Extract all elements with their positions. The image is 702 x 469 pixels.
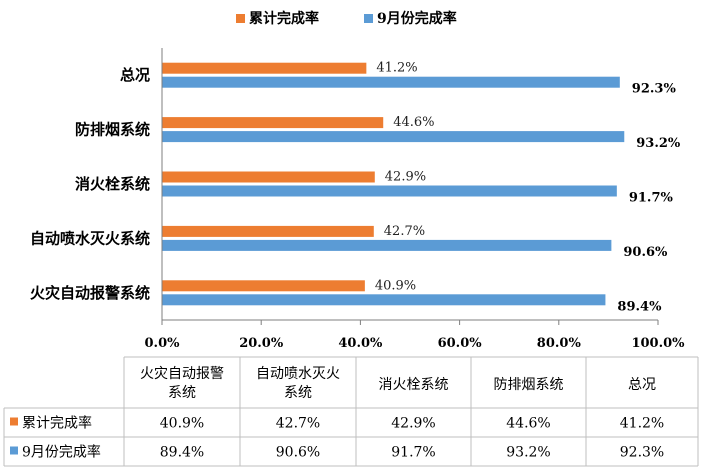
bar-1-0	[162, 76, 620, 88]
bar-0-2	[162, 171, 375, 183]
table-row-swatch-0	[10, 417, 18, 426]
data-label-1-3: 90.6%	[623, 245, 668, 260]
table-cell-1-4: 92.3%	[620, 445, 664, 461]
table-row-swatch-1	[10, 446, 18, 455]
legend-swatch-1	[364, 14, 373, 23]
data-label-0-0: 41.2%	[376, 61, 417, 76]
bar-1-4	[162, 294, 606, 306]
data-label-1-0: 92.3%	[632, 82, 677, 97]
data-label-0-3: 42.7%	[384, 224, 425, 239]
table-cell-0-0: 40.9%	[160, 416, 204, 432]
table-header-1: 自动喷水灭火系统	[256, 366, 340, 401]
table-cell-1-3: 93.2%	[506, 445, 550, 461]
legend: 累计完成率 9月份完成率	[236, 10, 457, 27]
bar-0-3	[162, 225, 374, 237]
table-row-label-0: 累计完成率	[22, 415, 92, 432]
x-tick-label-5: 100.0%	[631, 336, 685, 351]
category-label-4: 火灾自动报警系统	[30, 284, 150, 302]
data-label-1-1: 93.2%	[636, 136, 681, 151]
table-cell-0-3: 44.6%	[506, 416, 550, 432]
bar-0-1	[162, 117, 384, 129]
legend-label-0: 累计完成率	[249, 10, 319, 27]
data-label-0-2: 42.9%	[385, 170, 426, 185]
category-label-3: 自动喷水灭火系统	[30, 229, 150, 247]
bar-0-4	[162, 280, 365, 292]
table-header-0: 火灾自动报警系统	[140, 365, 224, 401]
table-cell-1-1: 90.6%	[276, 445, 320, 461]
legend-swatch-0	[236, 14, 245, 23]
table-header-4: 总况	[628, 377, 656, 393]
category-label-2: 消火栓系统	[75, 175, 150, 193]
table-cell-0-1: 42.7%	[276, 416, 320, 432]
x-tick-label-4: 80.0%	[537, 336, 582, 351]
bar-0-0	[162, 62, 367, 74]
table-cell-1-0: 89.4%	[160, 445, 204, 461]
category-label-0: 总况	[120, 66, 150, 84]
table-cell-1-2: 91.7%	[391, 445, 435, 461]
table-header-3: 防排烟系统	[494, 377, 564, 393]
bar-1-2	[162, 185, 617, 197]
table-header-2: 消火栓系统	[379, 377, 449, 393]
data-label-1-2: 91.7%	[629, 191, 674, 206]
bar-1-3	[162, 239, 612, 251]
x-tick-label-3: 60.0%	[438, 336, 483, 351]
category-label-1: 防排烟系统	[75, 121, 150, 139]
data-label-1-4: 89.4%	[617, 299, 662, 314]
x-tick-label-1: 20.0%	[239, 336, 284, 351]
table-cell-0-2: 42.9%	[391, 416, 435, 432]
x-tick-label-0: 0.0%	[145, 336, 181, 351]
data-label-0-4: 40.9%	[375, 278, 416, 293]
data-label-0-1: 44.6%	[393, 115, 434, 130]
x-tick-label-2: 40.0%	[338, 336, 383, 351]
table-cell-0-4: 41.2%	[620, 416, 664, 432]
bar-1-1	[162, 131, 625, 143]
table-row-label-1: 9月份完成率	[22, 444, 101, 461]
legend-label-1: 9月份完成率	[377, 10, 457, 27]
bars: 41.2% 92.3% 44.6% 93.2% 42.9% 91.7% 42.7% 90.6%…	[162, 61, 681, 314]
